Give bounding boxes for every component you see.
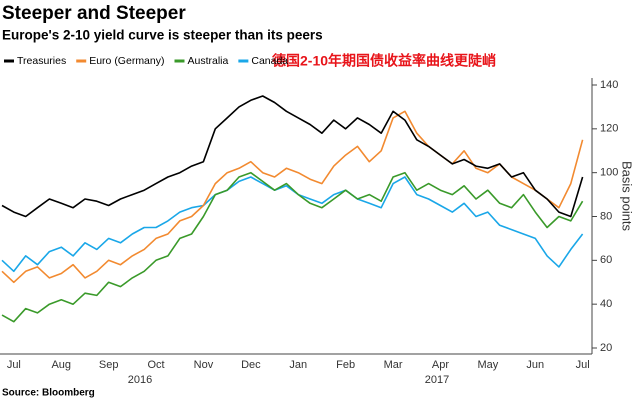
x-tick-label: May bbox=[477, 359, 498, 371]
legend-label: Euro (Germany) bbox=[89, 55, 164, 67]
legend-label: Canada bbox=[251, 55, 288, 67]
legend-label: Treasuries bbox=[17, 55, 66, 67]
y-tick-label: 40 bbox=[600, 298, 612, 310]
series-line bbox=[1, 176, 584, 273]
x-tick-label: Jul bbox=[576, 359, 590, 371]
x-tick-label: Feb bbox=[336, 359, 355, 371]
x-tick-label: Jan bbox=[289, 359, 307, 371]
y-tick-label: 80 bbox=[600, 210, 612, 222]
y-tick-label: 20 bbox=[600, 342, 612, 354]
chart-subtitle: Europe's 2-10 yield curve is steeper tha… bbox=[2, 28, 323, 43]
x-tick-label: Nov bbox=[194, 359, 214, 371]
chart-title: Steeper and Steeper bbox=[2, 3, 186, 24]
x-tick-label: Apr bbox=[432, 359, 449, 371]
y-tick-label: 140 bbox=[600, 79, 618, 91]
x-tick-label: Mar bbox=[384, 359, 403, 371]
year-label: 2016 bbox=[128, 374, 152, 386]
y-tick-label: 100 bbox=[600, 167, 618, 179]
x-tick-label: Sep bbox=[99, 359, 119, 371]
annotation: 德国2-10年期国债收益率曲线更陡峭 bbox=[272, 53, 496, 69]
x-tick-label: Jun bbox=[526, 359, 544, 371]
x-tick-label: Oct bbox=[147, 359, 164, 371]
x-tick-label: Aug bbox=[51, 359, 71, 371]
series-line bbox=[1, 95, 584, 218]
year-label: 2017 bbox=[425, 374, 449, 386]
series-line bbox=[1, 171, 584, 323]
y-axis-title: Basis points bbox=[620, 161, 635, 232]
y-tick-label: 120 bbox=[600, 123, 618, 135]
legend-label: Australia bbox=[188, 55, 229, 67]
x-tick-label: Jul bbox=[7, 359, 21, 371]
y-tick-label: 60 bbox=[600, 254, 612, 266]
x-tick-label: Dec bbox=[241, 359, 261, 371]
source: Source: Bloomberg bbox=[2, 388, 95, 399]
series-line bbox=[1, 110, 584, 284]
